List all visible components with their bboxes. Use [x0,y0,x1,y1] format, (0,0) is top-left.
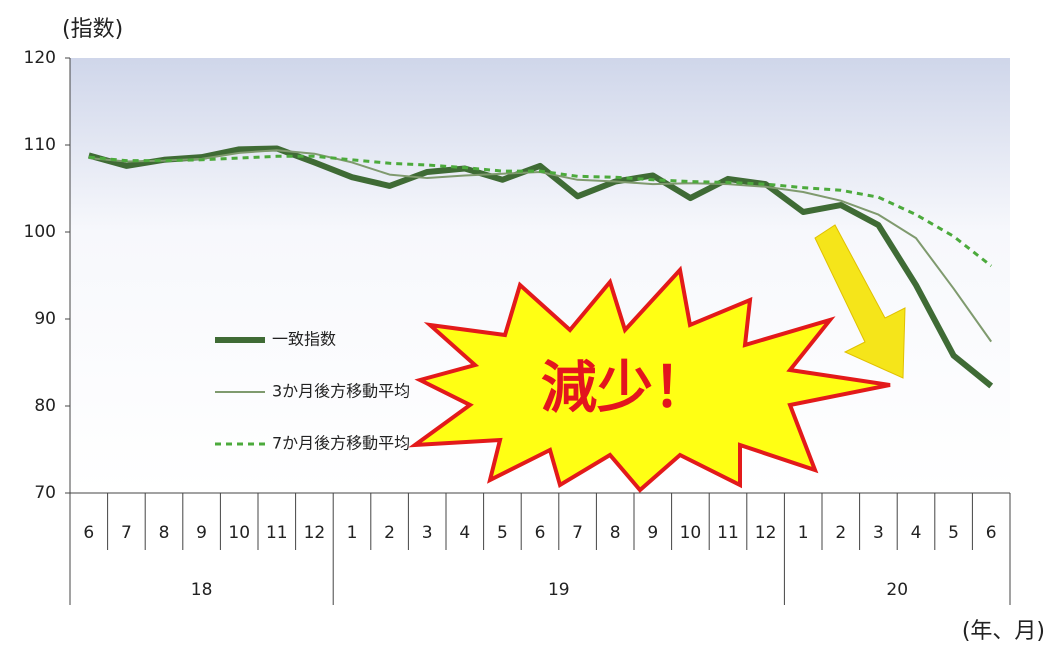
x-tick-label: 11 [266,523,288,543]
x-tick-label: 4 [459,523,470,543]
y-tick-label: 80 [34,396,56,416]
y-tick-label: 100 [24,222,56,242]
x-axis-label: (年、月) [962,619,1045,644]
x-tick-label: 5 [497,523,508,543]
x-tick-label: 9 [196,523,207,543]
starburst [408,265,891,493]
x-tick-label: 9 [647,523,658,543]
arrow [814,224,906,379]
legend-label: 一致指数 [272,330,336,349]
x-tick-label: 2 [835,523,846,543]
x-tick-label: 1 [798,523,809,543]
year-label: 19 [548,580,570,600]
x-tick-label: 12 [755,523,777,543]
x-tick-label: 7 [121,523,132,543]
year-label: 20 [886,580,908,600]
series-line [88,154,993,268]
x-tick-label: 10 [228,523,250,543]
y-axis-label: (指数) [62,17,123,42]
x-tick-label: 8 [159,523,170,543]
x-tick-label: 2 [384,523,395,543]
x-tick-label: 4 [911,523,922,543]
legend-label: 3か月後方移動平均 [272,382,410,401]
annotation: 減少！ [541,356,709,421]
x-tick-label: 6 [535,523,546,543]
y-tick-label: 90 [34,309,56,329]
x-tick-label: 8 [610,523,621,543]
x-tick-label: 6 [986,523,997,543]
y-tick-label: 120 [24,48,56,68]
series-line [87,145,994,389]
x-tick-label: 10 [680,523,702,543]
x-tick-label: 1 [347,523,358,543]
y-tick-label: 70 [34,483,56,503]
legend-label: 7か月後方移動平均 [272,434,410,453]
y-tick-label: 110 [24,135,56,155]
x-tick-label: 3 [873,523,884,543]
x-tick-label: 5 [948,523,959,543]
x-tick-label: 7 [572,523,583,543]
year-label: 18 [191,580,213,600]
x-tick-label: 12 [304,523,326,543]
x-tick-label: 11 [717,523,739,543]
x-tick-label: 3 [422,523,433,543]
x-tick-label: 6 [83,523,94,543]
